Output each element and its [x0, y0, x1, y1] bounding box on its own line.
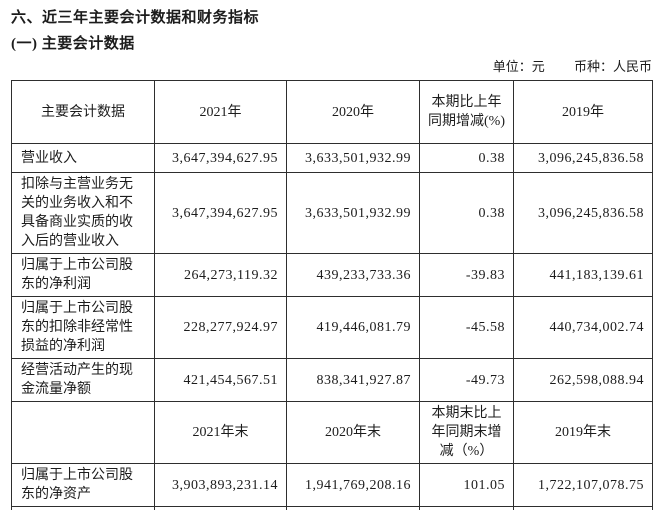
accounting-data-table: 主要会计数据 2021年 2020年 本期比上年同期增减(%) 2019年 营业… — [11, 80, 653, 510]
header-metric: 主要会计数据 — [11, 80, 155, 144]
value-2019: 262,598,088.94 — [513, 358, 653, 402]
metric-label: 归属于上市公司股东的净利润 — [11, 253, 155, 297]
header-2019-end: 2019年末 — [513, 401, 653, 464]
value-2019-end: 1,722,107,078.75 — [513, 463, 653, 507]
change-pct: -39.83 — [419, 253, 514, 297]
value-2019: 3,096,245,836.58 — [513, 172, 653, 254]
unit-label: 单位：元 — [492, 59, 545, 74]
header-change-pct: 本期比上年同期增减(%) — [419, 80, 514, 144]
table-row-revenue-after-deduction: 扣除与主营业务无关的业务收入和不具备商业实质的收入后的营业收入 3,647,39… — [11, 172, 653, 254]
table-row-revenue: 营业收入 3,647,394,627.95 3,633,501,932.99 0… — [11, 143, 653, 173]
change-pct: 40.62 — [419, 506, 514, 510]
table-row-total-assets: 总资产 6,428,296,588.39 4,571,383,737.15 40… — [11, 506, 653, 510]
value-2020-end: 1,941,769,208.16 — [286, 463, 420, 507]
metric-label: 归属于上市公司股东的扣除非经常性损益的净利润 — [11, 296, 155, 359]
table-row-net-profit: 归属于上市公司股东的净利润 264,273,119.32 439,233,733… — [11, 253, 653, 297]
value-2021-end: 6,428,296,588.39 — [154, 506, 287, 510]
value-2021: 421,454,567.51 — [154, 358, 287, 402]
change-pct: -49.73 — [419, 358, 514, 402]
table-row-net-profit-excl-nonrecurring: 归属于上市公司股东的扣除非经常性损益的净利润 228,277,924.97 41… — [11, 296, 653, 359]
section-title: 六、近三年主要会计数据和财务指标 — [11, 10, 260, 26]
value-2021: 264,273,119.32 — [154, 253, 287, 297]
metric-label: 扣除与主营业务无关的业务收入和不具备商业实质的收入后的营业收入 — [11, 172, 155, 254]
metric-label: 总资产 — [11, 506, 155, 510]
value-2019: 3,096,245,836.58 — [513, 143, 653, 173]
value-2020: 3,633,501,932.99 — [286, 143, 420, 173]
change-pct: 101.05 — [419, 463, 514, 507]
value-2021: 228,277,924.97 — [154, 296, 287, 359]
value-2021: 3,647,394,627.95 — [154, 172, 287, 254]
value-2019-end: 3,751,451,931.12 — [513, 506, 653, 510]
table-header-annual: 主要会计数据 2021年 2020年 本期比上年同期增减(%) 2019年 — [11, 80, 653, 144]
value-2020: 3,633,501,932.99 — [286, 172, 420, 254]
value-2019: 441,183,139.61 — [513, 253, 653, 297]
header-2020-end: 2020年末 — [286, 401, 420, 464]
metric-label: 经营活动产生的现金流量净额 — [11, 358, 155, 402]
subsection-title: (一) 主要会计数据 — [11, 36, 135, 52]
value-2019: 440,734,002.74 — [513, 296, 653, 359]
currency-label: 币种：人民币 — [573, 59, 652, 74]
table-header-period-end: 2021年末 2020年末 本期末比上年同期末增减（%） 2019年末 — [11, 401, 653, 464]
change-pct: -45.58 — [419, 296, 514, 359]
value-2020: 838,341,927.87 — [286, 358, 420, 402]
value-2020: 439,233,733.36 — [286, 253, 420, 297]
value-2020: 419,446,081.79 — [286, 296, 420, 359]
table-row-net-assets: 归属于上市公司股东的净资产 3,903,893,231.14 1,941,769… — [11, 463, 653, 507]
header-blank — [11, 401, 155, 464]
header-2020: 2020年 — [286, 80, 420, 144]
header-end-change-pct: 本期末比上年同期末增减（%） — [419, 401, 514, 464]
value-2021: 3,647,394,627.95 — [154, 143, 287, 173]
unit-currency-line: 单位：元 币种：人民币 — [11, 59, 652, 75]
metric-label: 营业收入 — [11, 143, 155, 173]
change-pct: 0.38 — [419, 172, 514, 254]
change-pct: 0.38 — [419, 143, 514, 173]
header-2019: 2019年 — [513, 80, 653, 144]
metric-label: 归属于上市公司股东的净资产 — [11, 463, 155, 507]
header-2021: 2021年 — [154, 80, 287, 144]
table-row-operating-cash-flow: 经营活动产生的现金流量净额 421,454,567.51 838,341,927… — [11, 358, 653, 402]
value-2021-end: 3,903,893,231.14 — [154, 463, 287, 507]
value-2020-end: 4,571,383,737.15 — [286, 506, 420, 510]
header-2021-end: 2021年末 — [154, 401, 287, 464]
